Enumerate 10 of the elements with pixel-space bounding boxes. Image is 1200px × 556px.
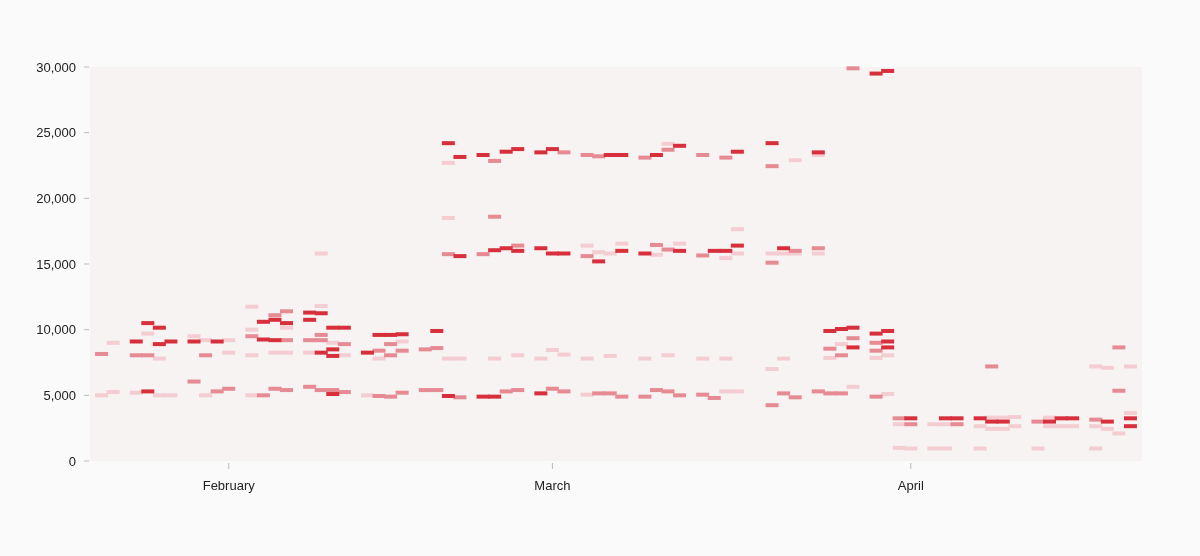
y-tick-label: 20,000 [36,190,76,206]
y-tick-label: 15,000 [36,256,76,272]
x-tick-label: April [897,478,924,493]
y-tick-label: 10,000 [36,322,76,338]
y-tick-label: 0 [68,453,76,469]
y-tick-label: 25,000 [36,125,76,141]
x-tick-label: February [202,478,256,493]
y-tick-label: 30,000 [36,59,76,75]
x-tick-label: March [534,478,571,493]
y-tick-label: 5,000 [43,387,76,403]
